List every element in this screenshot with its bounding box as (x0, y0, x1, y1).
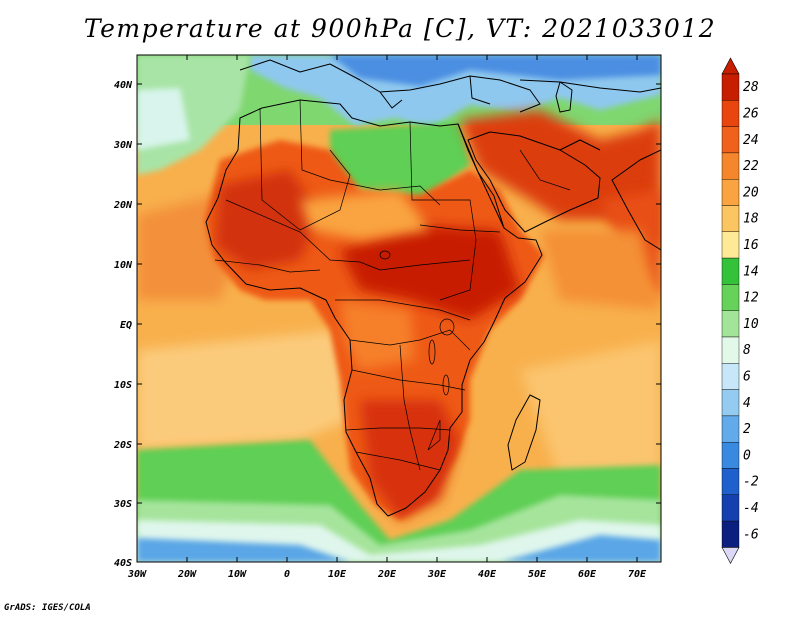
colorbar-swatch (721, 100, 740, 127)
field-sahara-cooler (300, 190, 430, 240)
colorbar-swatch (721, 257, 740, 285)
lon-label: 40E (478, 569, 497, 580)
lat-label: 30S (113, 499, 132, 510)
colorbar-under-triangle (721, 547, 740, 565)
lat-label: 40S (114, 558, 132, 569)
colorbar-swatch (721, 310, 740, 338)
colorbar-level-label: -6 (743, 527, 759, 542)
colorbar-level-label: -2 (743, 475, 759, 490)
colorbar-swatch (721, 520, 740, 548)
lon-label: 50E (528, 569, 547, 580)
colorbar-level-label: 26 (743, 106, 759, 121)
colorbar-level-label: 10 (743, 317, 759, 332)
lon-label: 10W (228, 569, 247, 580)
field-arabian-sea (540, 230, 661, 310)
lat-label: EQ (120, 320, 132, 331)
lon-label: 30E (427, 569, 447, 580)
india-coastline (611, 149, 661, 251)
colorbar-swatch (721, 494, 740, 522)
madagascar-coastline (507, 394, 541, 471)
lat-label: 10S (114, 380, 132, 391)
colorbar-swatch (721, 415, 740, 443)
field-indian-ocean-light (520, 340, 661, 480)
lat-labels: 40N 30N 20N 10N EQ 10S 20S 30S 40S (113, 80, 133, 569)
lon-label: 0 (284, 569, 290, 580)
colorbar-level-label: 20 (743, 185, 759, 200)
map-title: Temperature at 900hPa [C], VT: 202103301… (83, 14, 717, 43)
colorbar-swatch (721, 468, 740, 495)
colorbar-level-label: 2 (743, 422, 751, 437)
lon-axis (186, 55, 638, 562)
lakes (379, 250, 455, 396)
field-atlantic-nw-cool (137, 88, 190, 150)
colorbar-swatch (721, 126, 740, 154)
map-frame (136, 54, 662, 563)
arabia-coastline (467, 131, 601, 233)
lon-label: 20W (177, 569, 197, 580)
colorbar-level-label: 24 (743, 133, 759, 148)
colorbar-swatch (721, 178, 740, 206)
colorbar-level-label: 14 (743, 264, 759, 279)
colorbar-level-label: 16 (743, 238, 759, 253)
field-sahara-green (330, 122, 470, 200)
colorbar-level-label: 0 (743, 448, 751, 463)
colorbar-swatch (721, 231, 740, 259)
colorbar-over-triangle (721, 57, 740, 75)
colorbar-level-label: 28 (743, 80, 759, 95)
country-borders (214, 99, 571, 471)
colorbar-level-label: -4 (743, 501, 759, 516)
colorbar-level-label: 18 (743, 212, 759, 227)
field-atlantic-nw (137, 55, 250, 175)
field-south-blue (137, 535, 661, 562)
lon-labels: 30W 20W 10W 0 10E 20E 30E 40E 50E 60E 70… (127, 569, 647, 580)
colorbar-swatch (721, 389, 740, 417)
lat-axis (137, 83, 661, 504)
lon-label: 10E (328, 569, 347, 580)
field-sahel-hot (215, 170, 320, 270)
red-sea (457, 123, 505, 229)
colorbar-swatch (721, 73, 740, 101)
credit-label: GrADS: IGES/COLA (4, 603, 91, 613)
field-congo-cooler (340, 300, 415, 370)
lon-label: 70E (628, 569, 647, 580)
africa-coastline (205, 99, 543, 517)
colorbar-level-label: 6 (743, 369, 751, 384)
lon-label: 60E (578, 569, 597, 580)
colorbar-swatch (721, 284, 740, 311)
colorbar-swatch (721, 363, 740, 390)
coastlines (205, 59, 661, 517)
caspian-coastline (555, 81, 573, 113)
colorbar-level-label: 4 (743, 396, 751, 411)
lat-label: 30N (113, 140, 133, 151)
field-southeast-atlantic-light (137, 330, 350, 450)
colorbar-level-label: 22 (743, 159, 759, 174)
colorbar-level-label: 12 (743, 291, 759, 306)
colorbar-swatch (721, 442, 740, 469)
colorbar-swatch (721, 336, 740, 364)
lon-label: 30W (127, 569, 147, 580)
europe-coastline (239, 59, 661, 113)
map-plot-area (137, 55, 661, 562)
field-europe-cold (330, 55, 661, 86)
persian-gulf (559, 139, 601, 151)
lon-label: 20E (377, 569, 397, 580)
field-southern-africa-hot (360, 400, 460, 520)
colorbar-swatch (721, 152, 740, 180)
colorbar-swatch (721, 205, 740, 232)
colorbar-level-label: 8 (743, 343, 751, 358)
lat-label: 20S (113, 440, 132, 451)
lat-label: 40N (114, 80, 133, 91)
lat-label: 10N (114, 260, 133, 271)
lat-label: 20N (113, 200, 133, 211)
